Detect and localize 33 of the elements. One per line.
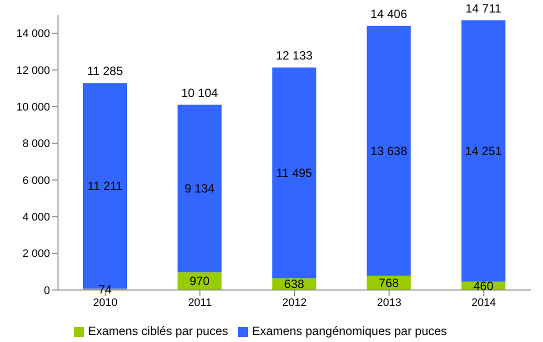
y-tick-label: 14 000	[16, 28, 50, 40]
total-label: 12 133	[276, 48, 313, 63]
data-label: 460	[473, 278, 494, 293]
y-tick-label: 4 000	[22, 212, 50, 224]
total-label: 14 406	[370, 6, 408, 21]
x-tick-label: 2014	[471, 296, 496, 309]
y-tick-label: 0	[44, 284, 50, 297]
data-label: 11 495	[276, 166, 312, 180]
bar	[461, 20, 506, 282]
y-tick-label: 6 000	[22, 174, 50, 187]
x-tick-label: 2010	[93, 296, 118, 309]
y-tick-label: 10 000	[16, 102, 50, 114]
legend-label: Examens pangénomiques par puces	[252, 324, 447, 338]
y-tick-label: 2 000	[22, 248, 50, 260]
data-label: 9 134	[184, 181, 215, 196]
data-label: 768	[378, 276, 400, 290]
x-tick-label: 2011	[188, 296, 212, 309]
bar	[178, 104, 222, 272]
legend-label: Examens ciblés par puces	[88, 324, 228, 338]
y-tick-label: 8 000	[22, 138, 50, 150]
total-label: 10 104	[181, 86, 218, 100]
total-label: 14 711	[465, 1, 502, 16]
data-label: 11 211	[88, 178, 123, 193]
data-label: 14 251	[465, 144, 502, 158]
data-label: 970	[190, 274, 210, 288]
y-tick-label: 12 000	[16, 64, 50, 77]
data-label: 13 638	[370, 144, 408, 158]
x-tick-label: 2012	[282, 296, 307, 309]
x-tick-label: 2013	[376, 296, 402, 309]
bar	[272, 68, 316, 278]
total-label: 11 285	[87, 64, 124, 78]
bar	[366, 26, 411, 276]
data-label: 638	[284, 277, 305, 292]
